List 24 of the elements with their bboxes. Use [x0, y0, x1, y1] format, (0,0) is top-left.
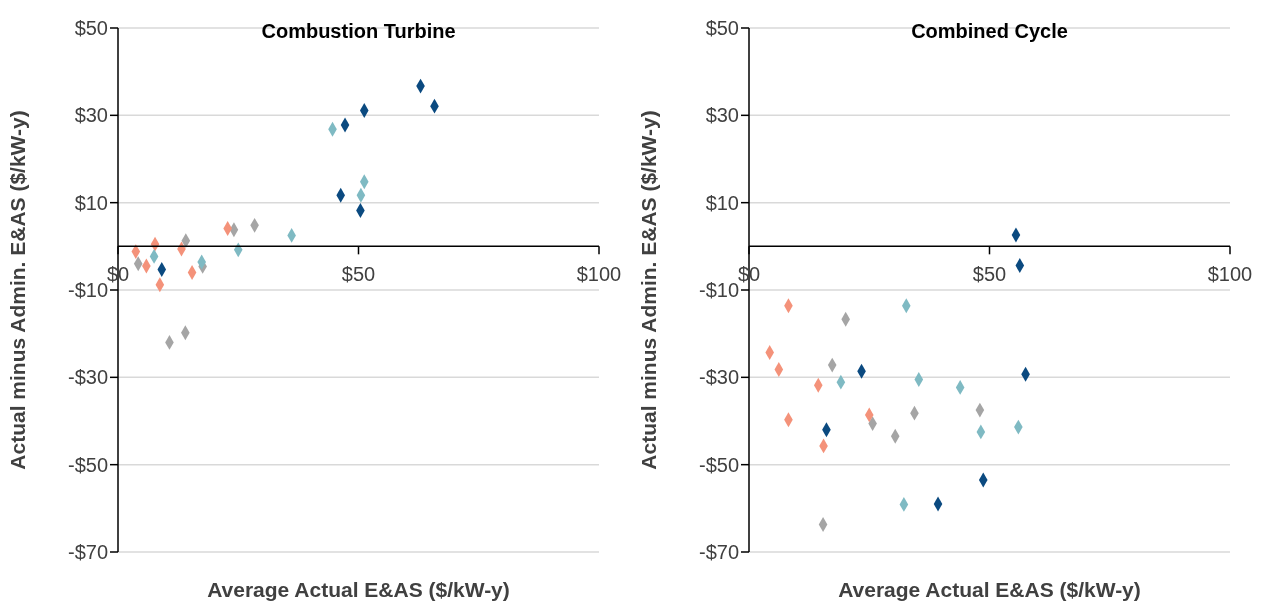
chart-title: Combustion Turbine [260, 20, 457, 43]
y-axis-title: Actual minus Admin. E&AS ($/kW-y) [6, 110, 30, 470]
y-tick-label: -$30 [67, 366, 108, 389]
y-tick-label: -$70 [67, 541, 108, 564]
y-tick-label: $50 [74, 17, 108, 40]
x-tick-label: $100 [576, 263, 622, 286]
y-tick-label: -$30 [698, 366, 739, 389]
y-tick-label: $10 [74, 191, 108, 214]
y-tick-label: $30 [74, 104, 108, 127]
y-tick-label: $30 [705, 104, 739, 127]
y-tick-label: -$50 [698, 453, 739, 476]
chart-title: Combined Cycle [910, 20, 1069, 43]
y-tick-label: $50 [705, 17, 739, 40]
y-tick-label: $10 [705, 191, 739, 214]
y-tick-label: -$70 [698, 541, 739, 564]
x-axis-title: Average Actual E&AS ($/kW-y) [838, 578, 1141, 601]
x-axis-title: Average Actual E&AS ($/kW-y) [207, 578, 510, 601]
x-tick-label: $50 [972, 263, 1007, 286]
y-axis-title: Actual minus Admin. E&AS ($/kW-y) [637, 110, 661, 470]
y-tick-label: -$50 [67, 453, 108, 476]
x-tick-label: $100 [1207, 263, 1253, 286]
x-tick-label: $50 [341, 263, 376, 286]
y-tick-label: -$10 [698, 279, 739, 302]
y-tick-label: -$10 [67, 279, 108, 302]
